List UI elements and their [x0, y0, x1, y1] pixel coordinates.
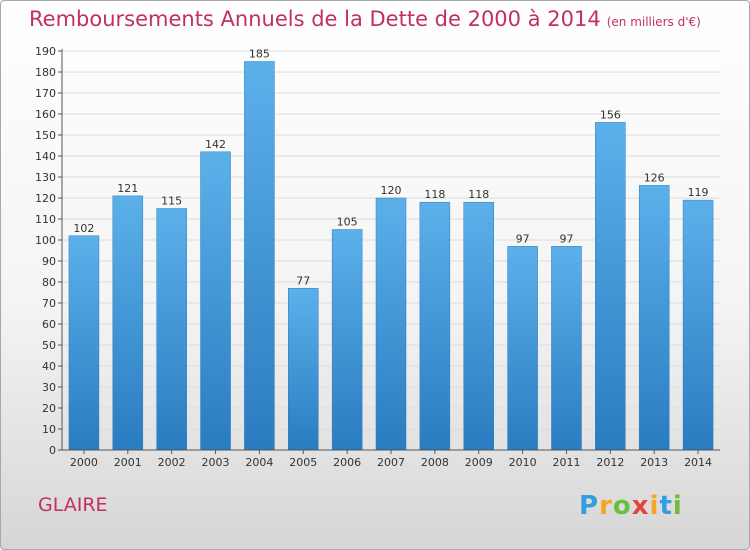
x-tick-label: 2006 [333, 456, 361, 469]
y-tick-label: 110 [35, 213, 56, 226]
x-tick-label: 2011 [552, 456, 580, 469]
bar [507, 246, 538, 451]
bar-value-label: 119 [688, 186, 709, 199]
y-tick-label: 90 [42, 255, 56, 268]
bar [331, 229, 363, 451]
x-tick-label: 2014 [684, 456, 712, 469]
bar [68, 235, 100, 451]
bar [463, 201, 494, 451]
bar [682, 199, 714, 451]
y-tick-label: 70 [42, 297, 56, 310]
bar-value-label: 120 [381, 184, 402, 197]
x-tick-label: 2009 [465, 456, 493, 469]
y-tick-label: 130 [35, 171, 56, 184]
x-tick-label: 2008 [421, 456, 449, 469]
y-tick-label: 160 [35, 108, 56, 121]
logo-letter: P [579, 491, 600, 521]
y-tick-label: 10 [42, 423, 56, 436]
bar-value-label: 185 [249, 48, 270, 61]
x-tick-label: 2013 [640, 456, 668, 469]
y-tick-label: 40 [42, 360, 56, 373]
bar [419, 201, 451, 451]
chart-title: Remboursements Annuels de la Dette de 20… [29, 7, 701, 31]
y-tick-label: 140 [35, 150, 56, 163]
logo-letter: i [649, 491, 660, 521]
x-tick-label: 2001 [114, 456, 142, 469]
bar [638, 185, 670, 451]
bar [595, 122, 626, 451]
y-tick-label: 170 [35, 87, 56, 100]
x-tick-label: 2005 [289, 456, 317, 469]
y-tick-label: 180 [35, 66, 56, 79]
bar-value-label: 118 [424, 188, 445, 201]
x-tick-label: 2000 [70, 456, 98, 469]
bar-value-label: 118 [468, 188, 489, 201]
bar [288, 288, 319, 451]
title-unit: (en milliers d'€) [606, 15, 701, 29]
x-tick-label: 2007 [377, 456, 405, 469]
bar-value-label: 105 [337, 216, 358, 229]
x-tick-label: 2002 [158, 456, 186, 469]
logo-letter: o [612, 491, 632, 521]
y-tick-label: 20 [42, 402, 56, 415]
bar-value-label: 126 [644, 171, 665, 184]
bar [375, 197, 407, 451]
logo-letter: x [631, 491, 650, 521]
title-text: Remboursements Annuels de la Dette de 20… [29, 7, 601, 31]
axis-layer: 0 10 20 30 40 50 60 70 80 90 100 110 120 130 140 150 160… [35, 45, 720, 469]
proxiti-logo[interactable]: Proxiti [579, 491, 683, 521]
y-tick-label: 50 [42, 339, 56, 352]
y-tick-label: 0 [49, 444, 56, 457]
bar-value-label: 115 [161, 195, 182, 208]
commune-name: GLAIRE [38, 494, 108, 516]
x-tick-label: 2003 [202, 456, 230, 469]
logo-letter: r [599, 491, 613, 521]
logo-letter: t [659, 491, 673, 521]
bar-value-label: 102 [73, 222, 94, 235]
bar-value-label: 156 [600, 108, 621, 121]
y-tick-label: 150 [35, 129, 56, 142]
y-tick-label: 190 [35, 45, 56, 58]
y-tick-label: 80 [42, 276, 56, 289]
bar-value-label: 77 [296, 274, 310, 287]
bar-value-label: 97 [559, 232, 573, 245]
bar [551, 246, 582, 451]
bar [112, 195, 144, 451]
bar [156, 208, 187, 451]
x-tick-label: 2004 [245, 456, 273, 469]
logo-letter: i [672, 491, 683, 521]
x-tick-label: 2010 [509, 456, 537, 469]
y-tick-label: 60 [42, 318, 56, 331]
bar [244, 61, 275, 451]
bar-value-label: 121 [117, 182, 138, 195]
bar-value-label: 97 [516, 232, 530, 245]
y-tick-label: 120 [35, 192, 56, 205]
bar-value-label: 142 [205, 138, 226, 151]
bar [200, 151, 231, 451]
bar-layer: 102 121 115 142 185 77 105 120 118 118 97 97 156 126 1… [68, 48, 714, 451]
x-tick-label: 2012 [596, 456, 624, 469]
y-tick-label: 30 [42, 381, 56, 394]
y-tick-label: 100 [35, 234, 56, 247]
